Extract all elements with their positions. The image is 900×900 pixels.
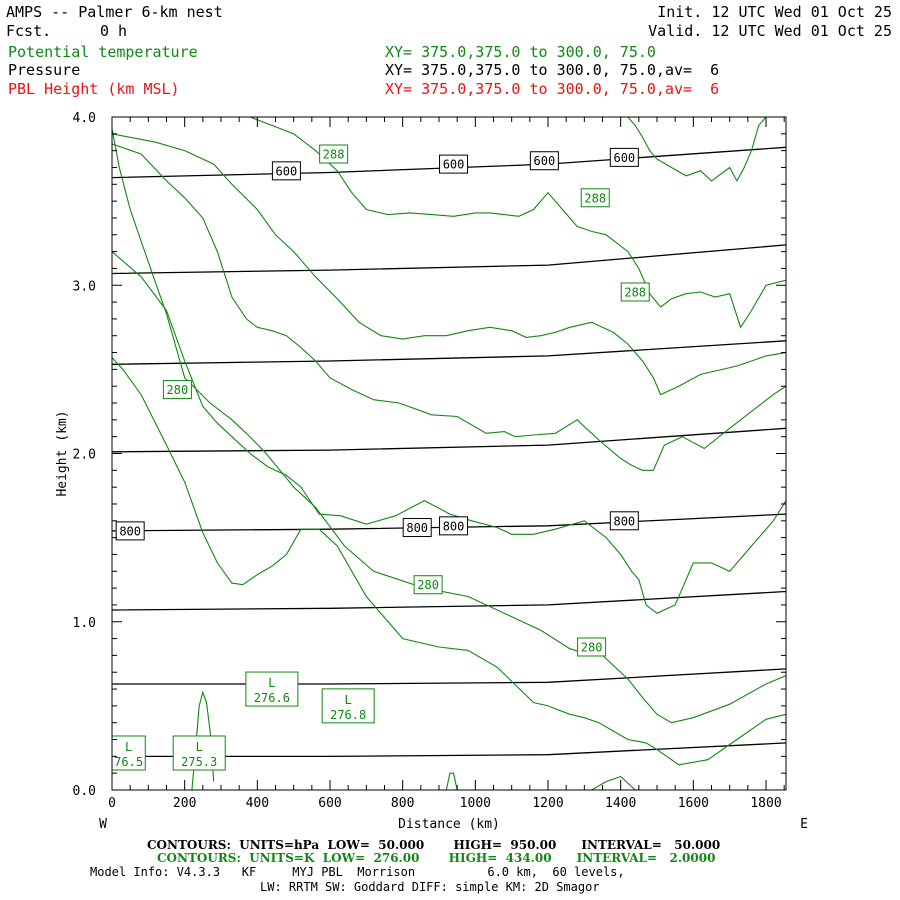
field-pbl-xy: XY= 375.0,375.0 to 300.0, 75.0,av= 6 <box>385 80 720 98</box>
contour-label-box <box>271 161 301 181</box>
extremum-value: 276.6 <box>254 691 290 705</box>
extremum-letter: L <box>268 676 275 690</box>
contour-label: 280 <box>417 578 439 592</box>
footer-contours-pressure: CONTOURS: UNITS=hPa LOW= 50.000 HIGH= 95… <box>147 838 721 852</box>
x-tick-label: 1000 <box>460 796 491 811</box>
theta-contour-8 <box>445 772 458 790</box>
contour-label-box <box>529 151 559 171</box>
x-tick-label: 1200 <box>532 796 563 811</box>
extremum-box <box>245 671 299 707</box>
contour-label: 288 <box>584 191 606 205</box>
theta-contour-3 <box>112 143 786 471</box>
y-tick-label: 1.0 <box>73 616 96 631</box>
contour-label-box <box>580 188 610 208</box>
contour-label: 600 <box>443 158 465 172</box>
pressure-contour-3 <box>112 513 786 532</box>
pressure-contour-4 <box>112 427 786 453</box>
pressure-contour-6 <box>112 244 786 275</box>
contour-label-box <box>439 154 469 174</box>
contour-label-box <box>577 637 607 657</box>
contour-label: 288 <box>323 148 345 162</box>
contour-label-box <box>115 521 145 541</box>
contour-label: 800 <box>443 519 465 533</box>
extremum-value: 76.5 <box>114 755 143 769</box>
x-tick-label: 1400 <box>605 796 636 811</box>
extremum-value: 276.8 <box>330 708 366 722</box>
theta-contour-5 <box>249 117 786 329</box>
pressure-contour-1 <box>112 668 786 685</box>
x-tick-label: 200 <box>173 796 196 811</box>
init-time: Init. 12 UTC Wed 01 Oct 25 <box>657 3 892 21</box>
forecast-value: 0 h <box>100 22 128 40</box>
x-axis-label: Distance (km) <box>398 817 500 832</box>
field-pressure-xy: XY= 375.0,375.0 to 300.0, 75.0,av= 6 <box>385 61 720 79</box>
field-theta-name: Potential temperature <box>8 43 198 61</box>
contour-label: 280 <box>167 383 189 397</box>
contour-label-box <box>162 380 192 400</box>
pressure-contour-5 <box>112 340 786 365</box>
contour-label-box <box>319 144 349 164</box>
contour-label: 800 <box>119 524 141 538</box>
contour-label: 600 <box>534 154 556 168</box>
x-right-label: E <box>800 817 808 832</box>
theta-contour-6 <box>627 117 767 183</box>
theta-contour-2 <box>112 251 786 614</box>
field-pbl-name: PBL Height (km MSL) <box>8 80 180 98</box>
valid-time: Valid. 12 UTC Wed 01 Oct 25 <box>648 22 892 40</box>
theta-contour-9 <box>591 775 636 790</box>
pressure-contour-2 <box>112 590 786 611</box>
y-tick-label: 2.0 <box>73 448 96 463</box>
contour-label-box <box>402 518 432 538</box>
x-tick-label: 1600 <box>678 796 709 811</box>
x-tick-label: 400 <box>246 796 269 811</box>
contour-label-box <box>620 282 650 302</box>
extremum-value: 275.3 <box>181 755 217 769</box>
theta-contour-1 <box>112 357 786 766</box>
x-tick-label: 800 <box>391 796 414 811</box>
y-tick-label: 0.0 <box>73 784 96 799</box>
contour-label-box <box>609 147 639 167</box>
footer-physics: LW: RRTM SW: Goddard DIFF: simple KM: 2D… <box>260 880 600 894</box>
x-left-label: W <box>99 817 107 832</box>
chart-title: AMPS -- Palmer 6-km nest <box>6 3 223 21</box>
x-tick-label: 600 <box>318 796 341 811</box>
y-tick-label: 3.0 <box>73 279 96 294</box>
contour-label-box <box>413 575 443 595</box>
extremum-letter: L <box>125 740 132 754</box>
extremum-letter: L <box>345 693 352 707</box>
x-tick-label: 1800 <box>750 796 781 811</box>
y-tick-label: 4.0 <box>73 111 96 126</box>
forecast-label: Fcst. <box>6 22 52 40</box>
theta-contour-4 <box>112 133 786 396</box>
contour-label: 288 <box>624 285 646 299</box>
extremum-letter: L <box>196 740 203 754</box>
contour-label: 600 <box>276 164 298 178</box>
contour-label: 280 <box>581 640 603 654</box>
extremum-box <box>321 688 375 724</box>
extremum-box <box>172 735 226 771</box>
contour-label: 600 <box>613 151 635 165</box>
contour-label: 800 <box>406 521 428 535</box>
extremum-box <box>111 735 146 771</box>
contour-label: 800 <box>613 514 635 528</box>
pressure-contour-7 <box>112 146 786 179</box>
contour-label-box <box>439 516 469 536</box>
x-tick-label: 0 <box>108 796 116 811</box>
y-axis-label: Height (km) <box>55 410 70 496</box>
footer-model-info: Model Info: V4.3.3 KF MYJ PBL Morrison 6… <box>90 865 625 879</box>
footer-contours-theta: CONTOURS: UNITS=K LOW= 276.00 HIGH= 434.… <box>157 851 716 865</box>
plot-frame <box>111 116 787 791</box>
field-pressure-name: Pressure <box>8 61 81 79</box>
contour-label-box <box>609 511 639 531</box>
field-theta-xy: XY= 375.0,375.0 to 300.0, 75.0 <box>385 43 656 61</box>
theta-contour-0 <box>112 128 786 724</box>
